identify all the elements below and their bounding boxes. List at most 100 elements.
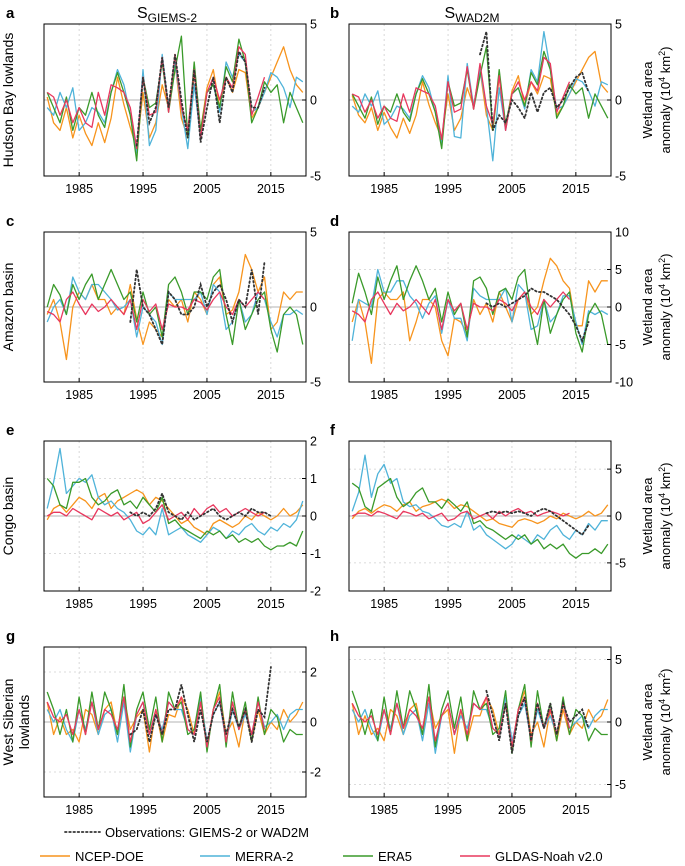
y-tick-label: 0 — [615, 510, 622, 524]
y-tick-label: -5 — [615, 778, 626, 792]
y-tick-label: -2 — [310, 766, 321, 780]
y-axis-label-line2: anomaly (104 km2) — [657, 254, 673, 361]
y-tick-label: -5 — [615, 170, 626, 184]
y-tick-label: 5 — [615, 18, 622, 32]
panel-letter: h — [330, 628, 339, 645]
y-tick-label: 5 — [615, 463, 622, 477]
series-line-observations — [485, 507, 590, 537]
y-tick-label: -2 — [310, 585, 321, 599]
y-tick-label: -5 — [615, 338, 626, 352]
y-tick-label: -5 — [310, 170, 321, 184]
superscript: 2 — [657, 51, 667, 56]
x-tick-label: 1995 — [129, 182, 157, 196]
x-tick-label: 2015 — [562, 388, 590, 402]
x-tick-label: 2015 — [562, 182, 590, 196]
column-title: SWAD2M — [445, 5, 500, 25]
label-text: km — [658, 472, 673, 493]
x-tick-label: 2015 — [257, 388, 285, 402]
y-axis-label-line1: Wetland area — [640, 268, 655, 346]
label-text: ) — [658, 669, 673, 673]
x-tick-label: 1995 — [434, 597, 462, 611]
x-tick-label: 1985 — [370, 182, 398, 196]
series-line-era5 — [351, 46, 609, 150]
y-tick-label: 0 — [310, 510, 317, 524]
y-tick-label: 5 — [615, 263, 622, 277]
series-line-era5 — [351, 477, 609, 559]
y-tick-label: -5 — [615, 556, 626, 570]
x-tick-label: 2005 — [193, 388, 221, 402]
label-text: km — [658, 678, 673, 699]
series-line-gldas-noah-v2-0 — [46, 696, 266, 748]
label-text: km — [658, 263, 673, 284]
x-tick-label: 2015 — [257, 803, 285, 817]
series-line-merra-2 — [351, 268, 609, 346]
label-text: ) — [658, 254, 673, 258]
x-tick-label: 1985 — [370, 388, 398, 402]
series-line-observations — [485, 689, 590, 754]
x-tick-label: 2005 — [498, 182, 526, 196]
x-tick-label: 2015 — [257, 182, 285, 196]
y-axis-label-line2: anomaly (104 km2) — [657, 47, 673, 154]
panel-d — [348, 231, 612, 383]
series-line-observations — [129, 490, 272, 521]
label-text: km — [658, 56, 673, 77]
y-axis-label-line1: Wetland area — [640, 477, 655, 555]
x-tick-label: 1985 — [370, 803, 398, 817]
series-line-gldas-noah-v2-0 — [351, 696, 571, 748]
x-tick-label: 2015 — [257, 597, 285, 611]
x-tick-label: 1985 — [65, 388, 93, 402]
x-tick-label: 1995 — [434, 803, 462, 817]
series-line-gldas-noah-v2-0 — [351, 291, 570, 331]
y-axis-label-line2: anomaly (104 km2) — [657, 463, 673, 570]
superscript: 4 — [657, 77, 667, 82]
panel-letter: a — [6, 5, 15, 22]
series-line-merra-2 — [351, 454, 608, 550]
y-tick-label: 5 — [310, 226, 317, 240]
row-label: Hudson Bay lowlands — [0, 33, 16, 168]
legend-label-merra-2: MERRA-2 — [235, 849, 294, 864]
x-tick-label: 1985 — [65, 597, 93, 611]
label-text: anomaly (10 — [658, 704, 673, 776]
x-tick-label: 2005 — [193, 182, 221, 196]
panel-letter: f — [330, 422, 336, 439]
series-line-gldas-noah-v2-0 — [46, 504, 265, 525]
title-subscript: WAD2M — [455, 11, 499, 25]
panel-letter: e — [6, 422, 14, 439]
panel-f — [348, 440, 612, 592]
legend-label-gldas-noah-v2-0: GLDAS-Noah v2.0 — [495, 849, 603, 864]
panel-h — [348, 646, 612, 798]
column-title: SGIEMS-2 — [137, 5, 197, 25]
legend-label-ncep-doe: NCEP-DOE — [75, 849, 144, 864]
row-label: Congo basin — [0, 477, 16, 556]
series-line-observations — [485, 287, 590, 344]
legend-label-era5: ERA5 — [378, 849, 412, 864]
y-tick-label: 0 — [615, 94, 622, 108]
panel-e — [43, 440, 307, 592]
superscript: 4 — [657, 493, 667, 498]
y-tick-label: 0 — [310, 94, 317, 108]
y-tick-label: 0 — [615, 716, 622, 730]
series-line-merra-2 — [46, 447, 304, 543]
row-label: lowlands — [16, 695, 32, 749]
series-line-ncep-doe — [351, 257, 608, 364]
legend-label-observations: Observations: GIEMS-2 or WAD2M — [105, 825, 309, 840]
y-tick-label: 5 — [310, 18, 317, 32]
y-tick-label: -10 — [615, 376, 633, 390]
series-line-observations — [129, 666, 272, 743]
superscript: 4 — [657, 284, 667, 289]
panel-letter: b — [330, 5, 339, 22]
x-tick-label: 2005 — [193, 597, 221, 611]
x-tick-label: 1995 — [129, 388, 157, 402]
y-tick-label: 5 — [615, 653, 622, 667]
x-tick-label: 1995 — [434, 182, 462, 196]
label-text: anomaly (10 — [658, 498, 673, 570]
y-tick-label: -1 — [310, 547, 321, 561]
label-text: ) — [658, 463, 673, 467]
x-tick-label: 1995 — [129, 597, 157, 611]
panel-letter: c — [6, 213, 14, 230]
y-axis-label-line1: Wetland area — [640, 683, 655, 761]
title-subscript: GIEMS-2 — [148, 11, 198, 25]
y-tick-label: 1 — [310, 472, 317, 486]
x-tick-label: 1995 — [434, 388, 462, 402]
